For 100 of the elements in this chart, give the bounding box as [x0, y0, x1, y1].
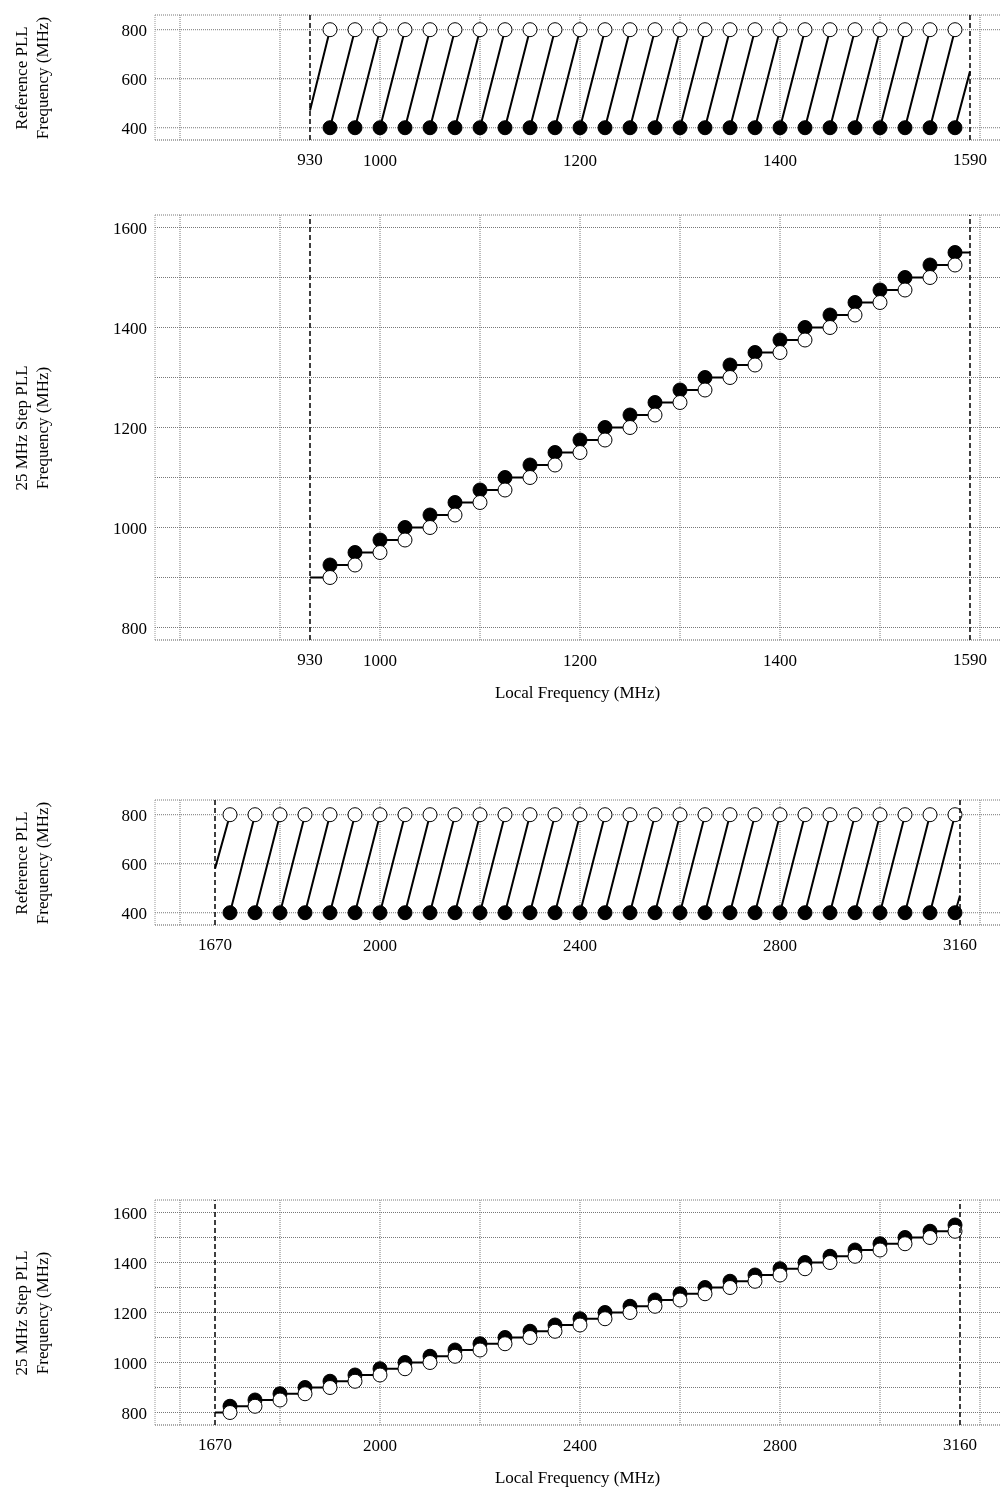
ref-line-label: 930 [297, 150, 323, 170]
point [747, 357, 763, 373]
y-tick-label: 1600 [113, 1203, 147, 1223]
x-tick-label: 1000 [363, 651, 397, 671]
point [847, 1248, 863, 1264]
point [372, 532, 388, 548]
y-tick-label: 1000 [113, 1353, 147, 1373]
ref-line-label: 1670 [198, 935, 232, 955]
point [822, 320, 838, 335]
y-tick-label: 1600 [113, 218, 147, 238]
point [347, 557, 363, 573]
point [397, 520, 413, 535]
point [447, 495, 463, 510]
point [847, 307, 863, 323]
point [597, 432, 613, 448]
y-tick-label: 400 [121, 903, 147, 923]
y-tick-label: 600 [121, 854, 147, 874]
point [497, 482, 513, 498]
x-axis-title: Local Frequency (MHz) [493, 1468, 662, 1488]
y-axis-title: Reference PLL Frequency (MHz) [11, 800, 53, 926]
x-tick-label: 2400 [563, 1436, 597, 1456]
point [372, 1367, 388, 1383]
point [822, 307, 838, 323]
point [597, 420, 613, 435]
point [672, 382, 688, 398]
point [672, 395, 688, 410]
point [622, 407, 638, 423]
ref-line-label: 3160 [943, 935, 977, 955]
point [547, 1323, 563, 1339]
ref-line-label: 1590 [953, 150, 987, 170]
point [922, 1230, 938, 1245]
point [872, 282, 888, 298]
x-tick-label: 2000 [363, 936, 397, 956]
x-tick-label: 2800 [763, 1436, 797, 1456]
point [447, 507, 463, 523]
x-tick-label: 2800 [763, 936, 797, 956]
point [322, 557, 338, 573]
point [772, 345, 788, 360]
point [422, 507, 438, 523]
x-tick-label: 1000 [363, 151, 397, 171]
point [572, 432, 588, 448]
y-tick-label: 1400 [113, 1253, 147, 1273]
point [797, 320, 813, 335]
point [922, 270, 938, 285]
y-tick-label: 600 [121, 69, 147, 89]
point [572, 1317, 588, 1333]
y-tick-label: 800 [121, 805, 147, 825]
point [622, 1305, 638, 1320]
x-tick-label: 1400 [763, 651, 797, 671]
point [722, 370, 738, 385]
point [547, 445, 563, 460]
point [547, 457, 563, 473]
point [647, 1298, 663, 1314]
point [222, 1405, 238, 1420]
point [297, 1386, 313, 1402]
point [247, 1398, 263, 1414]
x-axis-title: Local Frequency (MHz) [493, 683, 662, 703]
point [647, 407, 663, 423]
point [872, 295, 888, 310]
y-axis-title: 25 MHz Step PLL Frequency (MHz) [11, 1248, 53, 1378]
ref-line-label: 930 [297, 650, 323, 670]
point [797, 332, 813, 348]
point [772, 332, 788, 348]
point [572, 445, 588, 460]
point [722, 1280, 738, 1295]
x-tick-label: 1200 [563, 651, 597, 671]
point [347, 1373, 363, 1389]
point [422, 1355, 438, 1370]
point [747, 345, 763, 360]
point [522, 1330, 538, 1345]
point [522, 457, 538, 473]
ref-line-label: 1670 [198, 1435, 232, 1455]
point [947, 245, 963, 260]
ref-line-label: 3160 [943, 1435, 977, 1455]
point [597, 1311, 613, 1327]
point [272, 1392, 288, 1408]
point [947, 257, 963, 273]
point [822, 1255, 838, 1270]
ref-line-label: 1590 [953, 650, 987, 670]
point [722, 357, 738, 373]
y-tick-label: 800 [121, 1403, 147, 1423]
point [497, 470, 513, 485]
point [797, 1261, 813, 1277]
point [922, 257, 938, 273]
point [647, 395, 663, 410]
point [447, 1348, 463, 1364]
point [522, 470, 538, 485]
point [322, 570, 338, 585]
x-tick-label: 2000 [363, 1436, 397, 1456]
point [472, 495, 488, 510]
point [897, 270, 913, 285]
point [347, 545, 363, 560]
point [697, 382, 713, 398]
point [872, 1242, 888, 1258]
point [422, 520, 438, 535]
point [497, 1336, 513, 1352]
y-axis-title: 25 MHz Step PLL Frequency (MHz) [11, 363, 53, 493]
x-tick-label: 2400 [563, 936, 597, 956]
y-tick-label: 800 [121, 20, 147, 40]
point [697, 1286, 713, 1302]
